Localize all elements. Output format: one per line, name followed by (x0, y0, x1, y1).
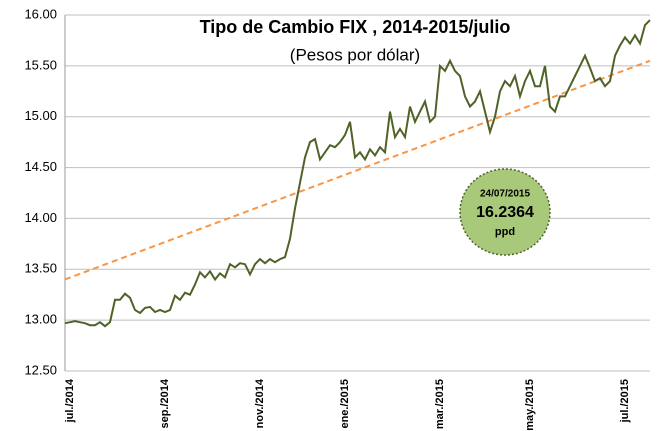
series-line (64, 19, 651, 328)
y-tick-label: 15.00 (24, 108, 57, 123)
x-tick-label: jul./2014 (64, 378, 76, 423)
plot: 12.50 13.00 13.50 14.00 14.50 15.00 15.50 16.00… (24, 6, 651, 431)
y-tick-label: 14.50 (24, 159, 57, 174)
trend-line (64, 59, 651, 281)
x-tick-label: ene./2015 (339, 379, 351, 429)
y-tick-label: 13.00 (24, 312, 57, 327)
y-tick-label: 16.00 (24, 6, 57, 21)
annotation-circle (459, 168, 551, 256)
y-tick-label: 14.00 (24, 210, 57, 225)
x-tick-label: nov./2014 (254, 378, 266, 428)
chart-subtitle: (Pesos por dólar) (290, 45, 420, 64)
annotation-date: 24/07/2015 (480, 189, 530, 200)
chart-title: Tipo de Cambio FIX , 2014-2015/julio (200, 17, 511, 37)
x-tick-label: sep./2014 (159, 378, 171, 428)
x-tick-label: jul./2015 (619, 379, 631, 423)
y-tick-label: 13.50 (24, 261, 57, 276)
annotation-unit: ppd (495, 226, 515, 238)
annotation-value: 16.2364 (476, 204, 534, 221)
y-tick-label: 15.50 (24, 57, 57, 72)
x-tick-label: mar./2015 (434, 379, 446, 429)
y-tick-label: 12.50 (24, 362, 57, 377)
x-tick-label: may./2015 (524, 379, 536, 431)
